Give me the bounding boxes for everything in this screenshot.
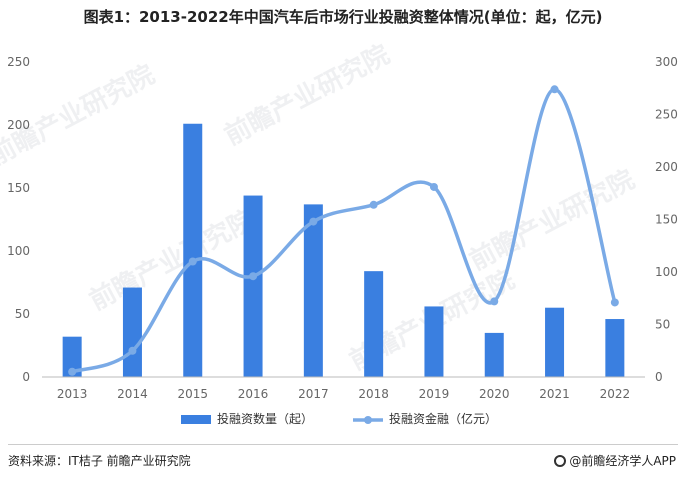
brand-logo-icon: [554, 455, 567, 467]
right-tick-label: 100: [655, 265, 678, 279]
source-note: 资料来源：IT桔子 前瞻产业研究院: [8, 454, 191, 468]
right-tick-label: 50: [655, 318, 670, 332]
right-axis: 0 50 100 150 200 250 300: [655, 55, 678, 384]
bar: [484, 332, 504, 377]
line-point: [249, 272, 258, 281]
x-tick-label: 2014: [117, 387, 148, 401]
bar: [122, 287, 142, 377]
legend-bar-label: 投融资数量（起）: [217, 411, 313, 426]
chart-title: 图表1：2013-2022年中国汽车后市场行业投融资整体情况(单位：起，亿元): [83, 8, 603, 26]
right-tick-label: 300: [655, 55, 678, 69]
line-point: [490, 297, 499, 306]
right-tick-label: 200: [655, 160, 678, 174]
x-tick-label: 2019: [419, 387, 450, 401]
line-point: [68, 367, 77, 376]
line-point: [188, 257, 197, 266]
x-tick-label: 2013: [57, 387, 88, 401]
legend: 投融资数量（起） 投融资金融（亿元）: [181, 411, 497, 426]
left-tick-label: 200: [7, 118, 30, 132]
line-point: [610, 298, 619, 307]
bar: [545, 307, 565, 377]
x-tick-label: 2015: [177, 387, 208, 401]
left-tick-label: 150: [7, 181, 30, 195]
right-tick-label: 0: [655, 370, 663, 384]
x-tick-label: 2016: [238, 387, 269, 401]
brand-note: @前瞻经济学人APP: [554, 452, 676, 469]
left-tick-label: 50: [15, 307, 30, 321]
left-tick-label: 250: [7, 55, 30, 69]
bar: [605, 319, 625, 377]
legend-line-label: 投融资金融（亿元）: [389, 411, 497, 426]
bar: [364, 271, 384, 377]
legend-line-marker: [364, 416, 372, 424]
line-path: [70, 87, 617, 374]
x-tick-label: 2017: [298, 387, 329, 401]
x-tick-label: 2018: [358, 387, 389, 401]
line-series: [68, 85, 619, 376]
left-tick-label: 100: [7, 244, 30, 258]
right-tick-label: 150: [655, 213, 678, 227]
bar: [424, 306, 444, 377]
legend-bar-swatch: [181, 415, 211, 424]
bar: [243, 195, 263, 377]
x-tick-label: 2020: [479, 387, 510, 401]
line-point: [309, 217, 318, 226]
footer-divider: [8, 444, 678, 445]
left-axis: 0 50 100 150 200 250: [7, 55, 30, 384]
bar: [183, 123, 203, 378]
x-tick-label: 2021: [539, 387, 570, 401]
bar-series: [62, 123, 625, 378]
bar: [62, 336, 82, 377]
left-tick-label: 0: [22, 370, 30, 384]
x-axis: 2013 2014 2015 2016 2017 2018 2019 2020 2021 2022: [57, 387, 630, 401]
brand-text: @前瞻经济学人APP: [569, 454, 676, 468]
right-tick-label: 250: [655, 108, 678, 122]
line-point: [550, 85, 559, 94]
bar: [303, 204, 323, 377]
x-tick-label: 2022: [600, 387, 631, 401]
line-point: [369, 200, 378, 209]
line-point: [429, 182, 438, 191]
line-point: [128, 346, 137, 355]
